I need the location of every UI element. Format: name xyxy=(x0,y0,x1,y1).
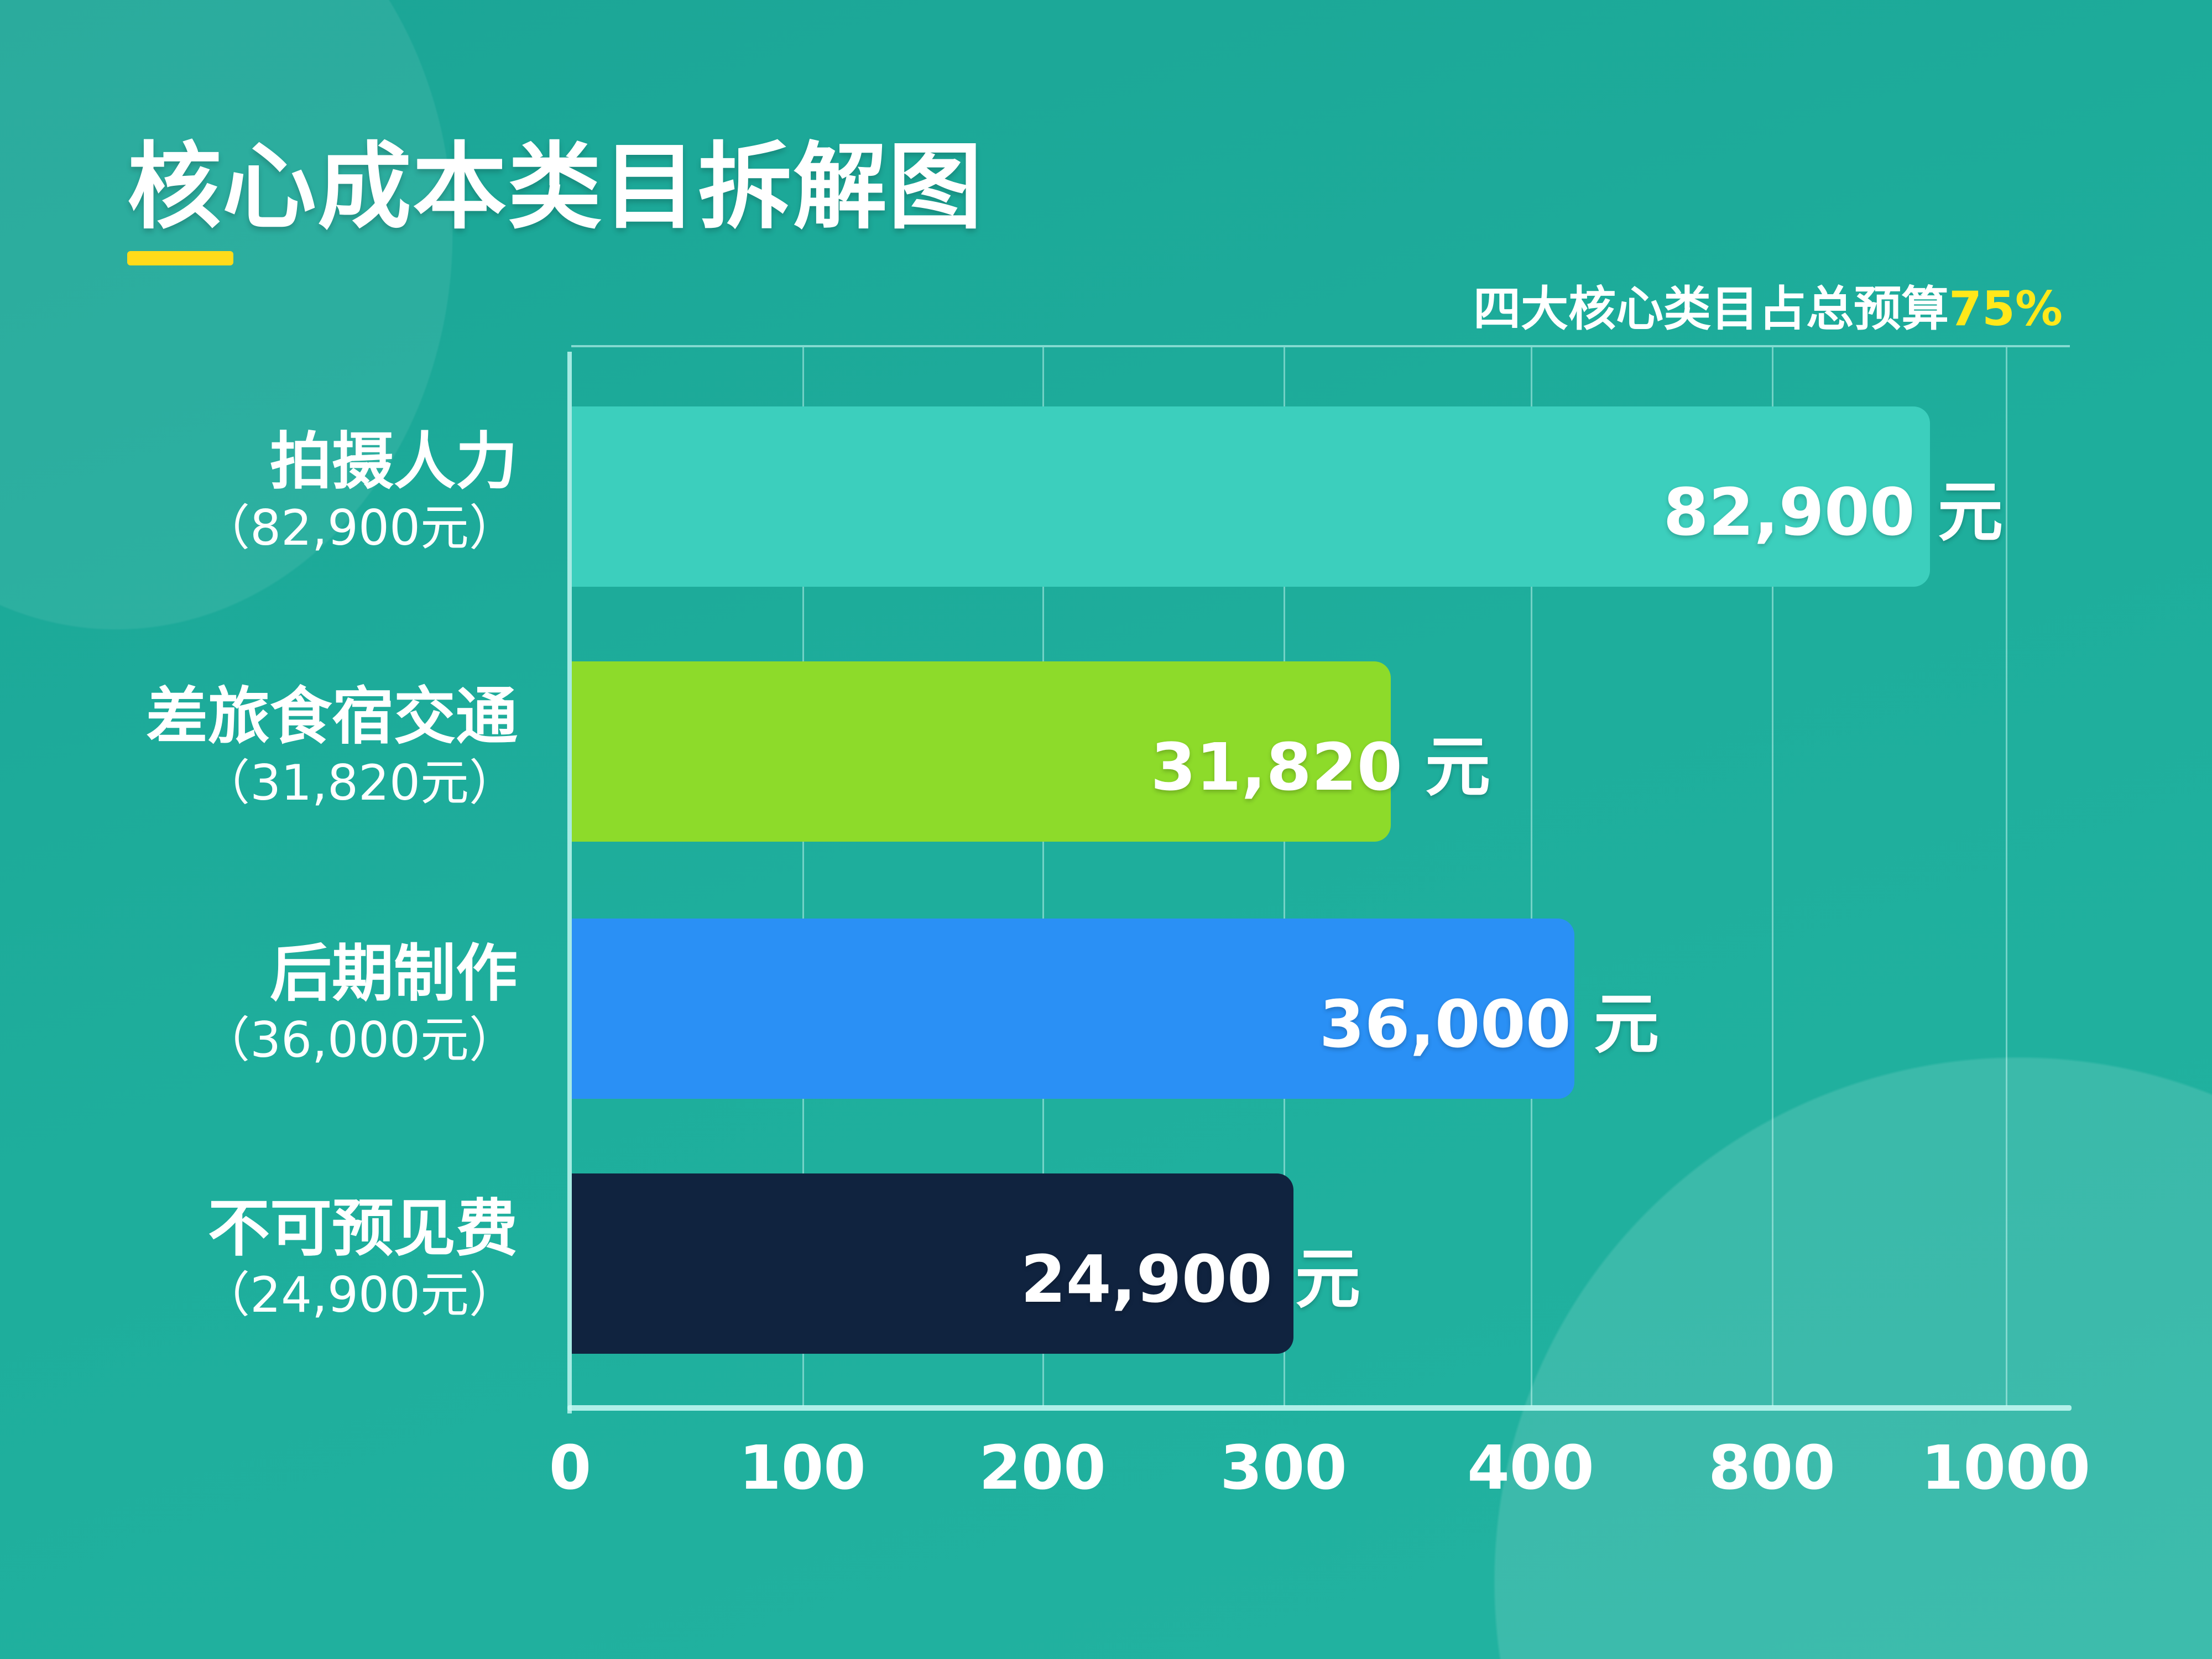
x-tick-label: 100 xyxy=(739,1432,866,1503)
category-label: 后期制作 （36,000元） xyxy=(201,938,518,1071)
x-tick-label: 800 xyxy=(1708,1432,1835,1503)
data-label: 82,900 元 xyxy=(1663,474,2003,550)
x-tick-label: 200 xyxy=(979,1432,1106,1503)
gridline xyxy=(1042,347,1044,1406)
title-underline xyxy=(127,251,233,265)
x-tick-label: 300 xyxy=(1220,1432,1347,1503)
x-tick-label: 0 xyxy=(549,1432,592,1503)
data-label: 24,900 元 xyxy=(1020,1241,1360,1317)
category-amount: （36,000元） xyxy=(201,1011,518,1068)
gridline xyxy=(1772,347,1773,1406)
gridline xyxy=(1284,347,1285,1406)
subtitle-text: 四大核心类目占总预算 xyxy=(1473,281,1949,337)
category-label: 差旅食宿交通 （31,820元） xyxy=(146,681,518,813)
category-label: 拍摄人力 （82,900元） xyxy=(201,426,518,559)
category-label: 不可预见费 （24,900元） xyxy=(201,1193,518,1326)
category-amount: （31,820元） xyxy=(201,754,518,811)
gridline xyxy=(802,347,804,1406)
data-label: 31,820 元 xyxy=(1150,729,1490,805)
gridline xyxy=(2006,347,2007,1406)
category-amount: （24,900元） xyxy=(201,1266,518,1323)
x-axis xyxy=(567,1405,2072,1411)
category-name: 后期制作 xyxy=(270,938,518,1010)
page-title: 核心成本类目拆解图 xyxy=(127,133,984,242)
subtitle: 四大核心类目占总预算75% xyxy=(1473,270,2063,339)
subtitle-highlight: 75% xyxy=(1949,281,2063,337)
category-name: 不可预见费 xyxy=(208,1193,518,1265)
y-axis xyxy=(567,352,572,1413)
data-label: 36,000 元 xyxy=(1319,986,1659,1062)
bar xyxy=(572,919,1574,1099)
gridline xyxy=(1531,347,1532,1406)
bar xyxy=(572,661,1391,842)
category-name: 拍摄人力 xyxy=(270,426,518,498)
x-tick-label: 1000 xyxy=(1921,1432,2091,1503)
category-name: 差旅食宿交通 xyxy=(146,681,518,753)
bar xyxy=(572,1173,1293,1354)
chart-top-line xyxy=(571,345,2070,347)
bar xyxy=(572,406,1930,587)
x-tick-label: 400 xyxy=(1467,1432,1594,1503)
category-amount: （82,900元） xyxy=(201,499,518,556)
